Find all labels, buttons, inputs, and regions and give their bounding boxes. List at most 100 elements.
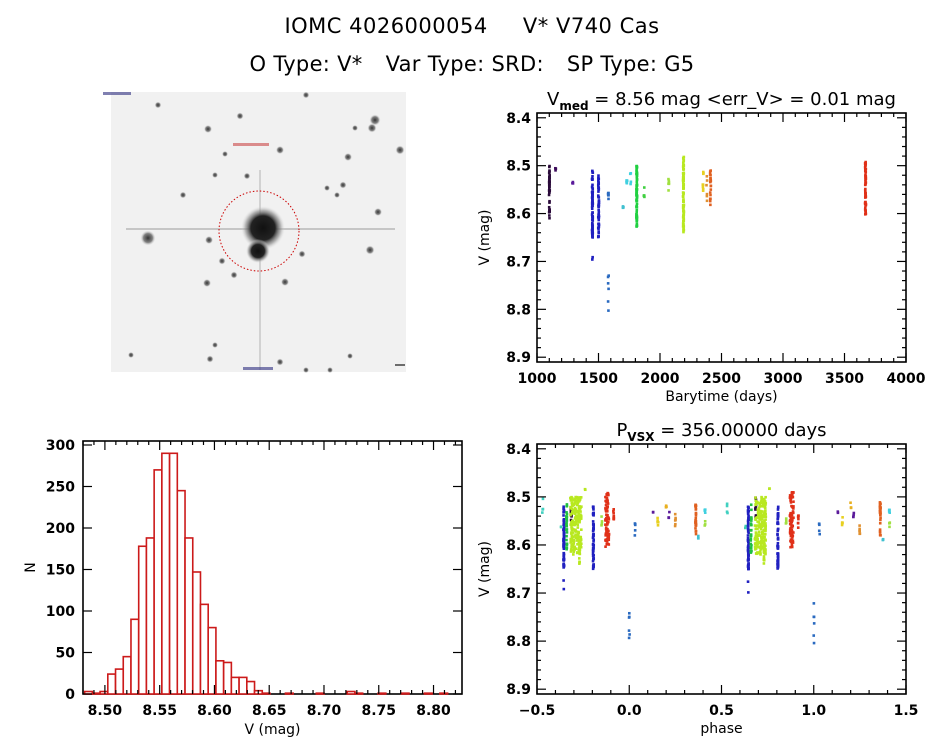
data-point: [705, 199, 709, 203]
data-point: [747, 562, 750, 565]
plot-frame: [82, 440, 463, 695]
data-point: [788, 528, 792, 532]
data-series: [559, 525, 563, 529]
data-point: [604, 545, 607, 548]
data-point: [673, 519, 677, 522]
data-point: [577, 557, 581, 560]
data-point: [565, 519, 569, 522]
data-point: [571, 521, 574, 524]
data-point: [764, 532, 767, 536]
data-point: [747, 556, 750, 560]
data-point: [764, 525, 768, 528]
data-series: [633, 522, 637, 537]
data-point: [565, 547, 568, 551]
data-point: [590, 202, 594, 205]
data-point: [628, 633, 631, 636]
data-point: [784, 522, 788, 525]
data-point: [682, 213, 685, 216]
data-point: [776, 560, 779, 563]
data-point: [583, 487, 587, 491]
data-point: [570, 495, 573, 499]
data-point: [597, 208, 600, 212]
x-tick-label: 8.80: [416, 703, 451, 719]
data-point: [569, 513, 572, 517]
data-point: [577, 519, 580, 523]
data-point: [673, 512, 677, 516]
data-point: [574, 495, 577, 499]
data-series: [554, 166, 558, 172]
data-point: [579, 545, 583, 549]
data-point: [757, 541, 761, 544]
data-point: [709, 203, 712, 207]
data-series: [878, 501, 882, 537]
data-point: [578, 562, 581, 565]
data-point: [559, 525, 563, 529]
histogram-bar: [114, 668, 125, 695]
data-point: [864, 170, 867, 173]
data-point: [791, 505, 794, 509]
data-point: [548, 164, 551, 168]
data-point: [776, 508, 780, 511]
data-point: [762, 562, 766, 565]
data-point: [754, 505, 758, 508]
data-point: [591, 198, 594, 201]
data-point: [565, 511, 568, 514]
data-point: [749, 539, 753, 542]
data-point: [569, 550, 573, 553]
data-point: [597, 179, 600, 182]
data-point: [575, 518, 579, 521]
data-point: [747, 531, 750, 535]
y-tick-label: 250: [46, 480, 75, 496]
data-point: [747, 542, 750, 545]
data-point: [621, 206, 625, 210]
data-point: [562, 514, 565, 517]
data-point: [878, 533, 882, 537]
data-point: [682, 183, 685, 186]
data-point: [612, 510, 615, 513]
data-point: [746, 512, 750, 515]
data-point: [682, 186, 685, 190]
data-point: [763, 515, 766, 518]
data-point: [757, 513, 760, 517]
data-point: [570, 501, 574, 505]
data-point: [591, 233, 594, 236]
field-star: [374, 208, 382, 216]
data-point: [574, 499, 577, 503]
data-point: [863, 165, 867, 169]
data-point: [607, 543, 611, 546]
data-point: [575, 503, 579, 507]
data-point: [864, 167, 868, 171]
data-point: [749, 546, 753, 550]
data-point: [548, 209, 551, 212]
data-point: [790, 528, 794, 532]
data-point: [596, 215, 600, 219]
data-point: [791, 524, 795, 528]
data-point: [591, 529, 595, 532]
data-point: [607, 274, 610, 277]
data-point: [548, 185, 551, 189]
data-series: [562, 505, 566, 569]
data-point: [575, 521, 578, 525]
light-curve-plot: 8.4 8.5 8.6 8.7 8.8 8.9 1000 1500 2000 2500 3000 35…: [477, 89, 926, 405]
data-point: [791, 494, 794, 497]
data-point: [879, 511, 882, 515]
data-point: [591, 564, 595, 568]
data-series: [541, 497, 545, 514]
data-point: [591, 235, 594, 239]
x-tick-label: 8.70: [307, 703, 342, 719]
data-point: [681, 194, 685, 198]
data-point: [565, 538, 568, 542]
data-point: [607, 529, 610, 533]
data-point: [749, 529, 753, 532]
data-point: [818, 532, 822, 536]
histogram-bar: [168, 452, 179, 695]
data-point: [635, 216, 639, 220]
data-series: [858, 524, 862, 536]
histogram-bar: [215, 659, 225, 695]
data-point: [789, 539, 792, 543]
data-point: [548, 199, 551, 203]
x-tick-label: 8.65: [252, 703, 287, 719]
data-point: [789, 545, 792, 549]
data-point: [604, 509, 608, 512]
data-point: [591, 513, 595, 516]
